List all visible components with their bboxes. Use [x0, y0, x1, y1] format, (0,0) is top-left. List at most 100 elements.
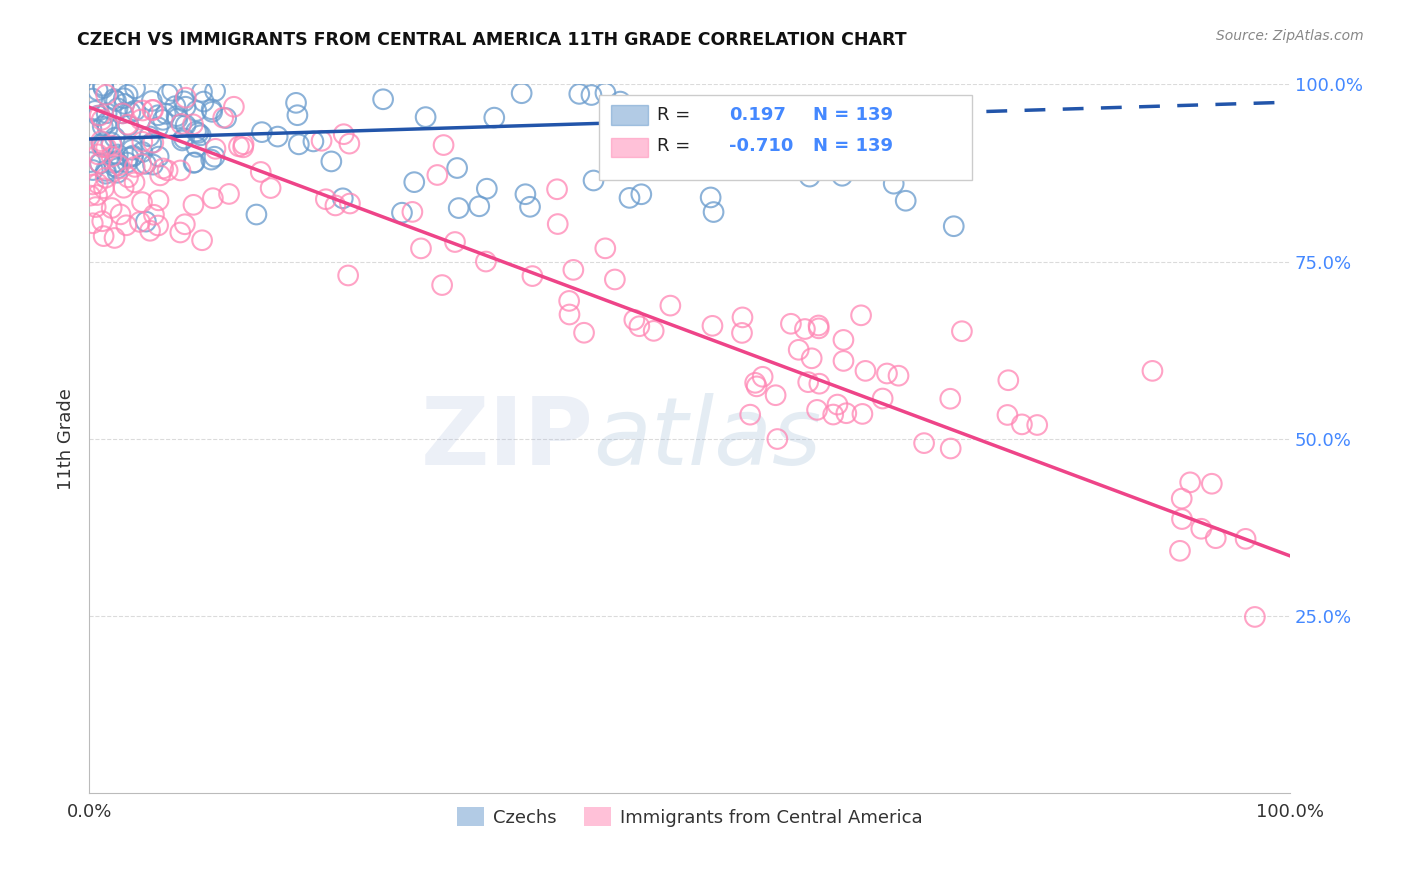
Point	[643, 324, 665, 338]
Point	[332, 191, 354, 205]
Point	[659, 299, 682, 313]
Point	[131, 135, 153, 149]
Point	[581, 88, 603, 103]
Point	[1234, 532, 1257, 546]
Point	[311, 134, 333, 148]
Point	[186, 140, 208, 154]
Point	[745, 379, 768, 393]
Text: -0.710: -0.710	[730, 137, 793, 155]
Point	[82, 163, 104, 178]
Point	[93, 81, 115, 95]
Point	[1168, 544, 1191, 558]
Point	[426, 168, 449, 182]
Point	[186, 103, 208, 118]
Point	[91, 78, 114, 93]
Point	[876, 367, 898, 381]
Point	[173, 131, 195, 145]
Point	[89, 109, 111, 123]
Point	[1170, 491, 1192, 506]
Point	[432, 138, 454, 153]
Point	[787, 343, 810, 357]
Point	[643, 148, 665, 162]
Point	[831, 169, 853, 183]
Point	[149, 169, 172, 183]
Point	[510, 87, 533, 101]
Point	[124, 81, 146, 95]
Point	[100, 138, 122, 153]
Point	[799, 169, 821, 184]
Point	[259, 181, 281, 195]
Point	[731, 310, 754, 325]
Point	[865, 158, 887, 172]
Point	[166, 109, 188, 123]
Point	[156, 87, 179, 102]
Point	[191, 85, 214, 99]
Point	[141, 94, 163, 108]
Point	[105, 154, 128, 169]
Legend: Czechs, Immigrants from Central America: Czechs, Immigrants from Central America	[450, 800, 929, 834]
Point	[79, 155, 101, 169]
Point	[87, 147, 110, 161]
Point	[321, 154, 343, 169]
Point	[404, 175, 426, 189]
Point	[117, 155, 139, 169]
Point	[139, 224, 162, 238]
Point	[218, 186, 240, 201]
Point	[152, 161, 174, 176]
Point	[183, 156, 205, 170]
Point	[79, 188, 101, 202]
Point	[86, 188, 108, 202]
Point	[122, 148, 145, 162]
Point	[148, 194, 170, 208]
Point	[100, 136, 122, 150]
Point	[115, 219, 138, 233]
Point	[249, 165, 271, 179]
Point	[190, 128, 212, 143]
Point	[94, 164, 117, 178]
FancyBboxPatch shape	[612, 137, 648, 158]
Point	[170, 117, 193, 131]
Point	[835, 406, 858, 420]
Point	[103, 92, 125, 106]
Point	[806, 403, 828, 417]
Point	[117, 170, 139, 185]
Point	[111, 106, 134, 120]
Point	[129, 157, 152, 171]
Point	[193, 95, 215, 109]
Point	[82, 216, 104, 230]
Point	[849, 308, 872, 322]
Point	[94, 87, 117, 102]
Point	[447, 201, 470, 215]
Text: Source: ZipAtlas.com: Source: ZipAtlas.com	[1216, 29, 1364, 43]
Point	[751, 369, 773, 384]
Point	[135, 214, 157, 228]
Point	[121, 143, 143, 157]
Point	[371, 92, 394, 106]
Point	[623, 313, 645, 327]
Point	[124, 103, 146, 118]
Point	[103, 160, 125, 174]
Point	[766, 432, 789, 446]
Point	[131, 195, 153, 210]
Point	[155, 107, 177, 121]
Point	[1244, 610, 1267, 624]
Point	[91, 120, 114, 134]
Point	[117, 118, 139, 132]
Point	[93, 139, 115, 153]
Text: atlas: atlas	[593, 393, 821, 484]
Point	[93, 181, 115, 195]
Point	[91, 214, 114, 228]
Point	[131, 103, 153, 118]
Point	[266, 129, 288, 144]
Point	[628, 319, 651, 334]
Point	[800, 351, 823, 366]
Point	[1189, 522, 1212, 536]
Point	[997, 408, 1019, 422]
Point	[156, 163, 179, 178]
Point	[339, 196, 361, 211]
Point	[201, 103, 224, 117]
Point	[807, 321, 830, 335]
Point	[337, 136, 360, 151]
Point	[82, 178, 104, 192]
Point	[1026, 417, 1049, 432]
